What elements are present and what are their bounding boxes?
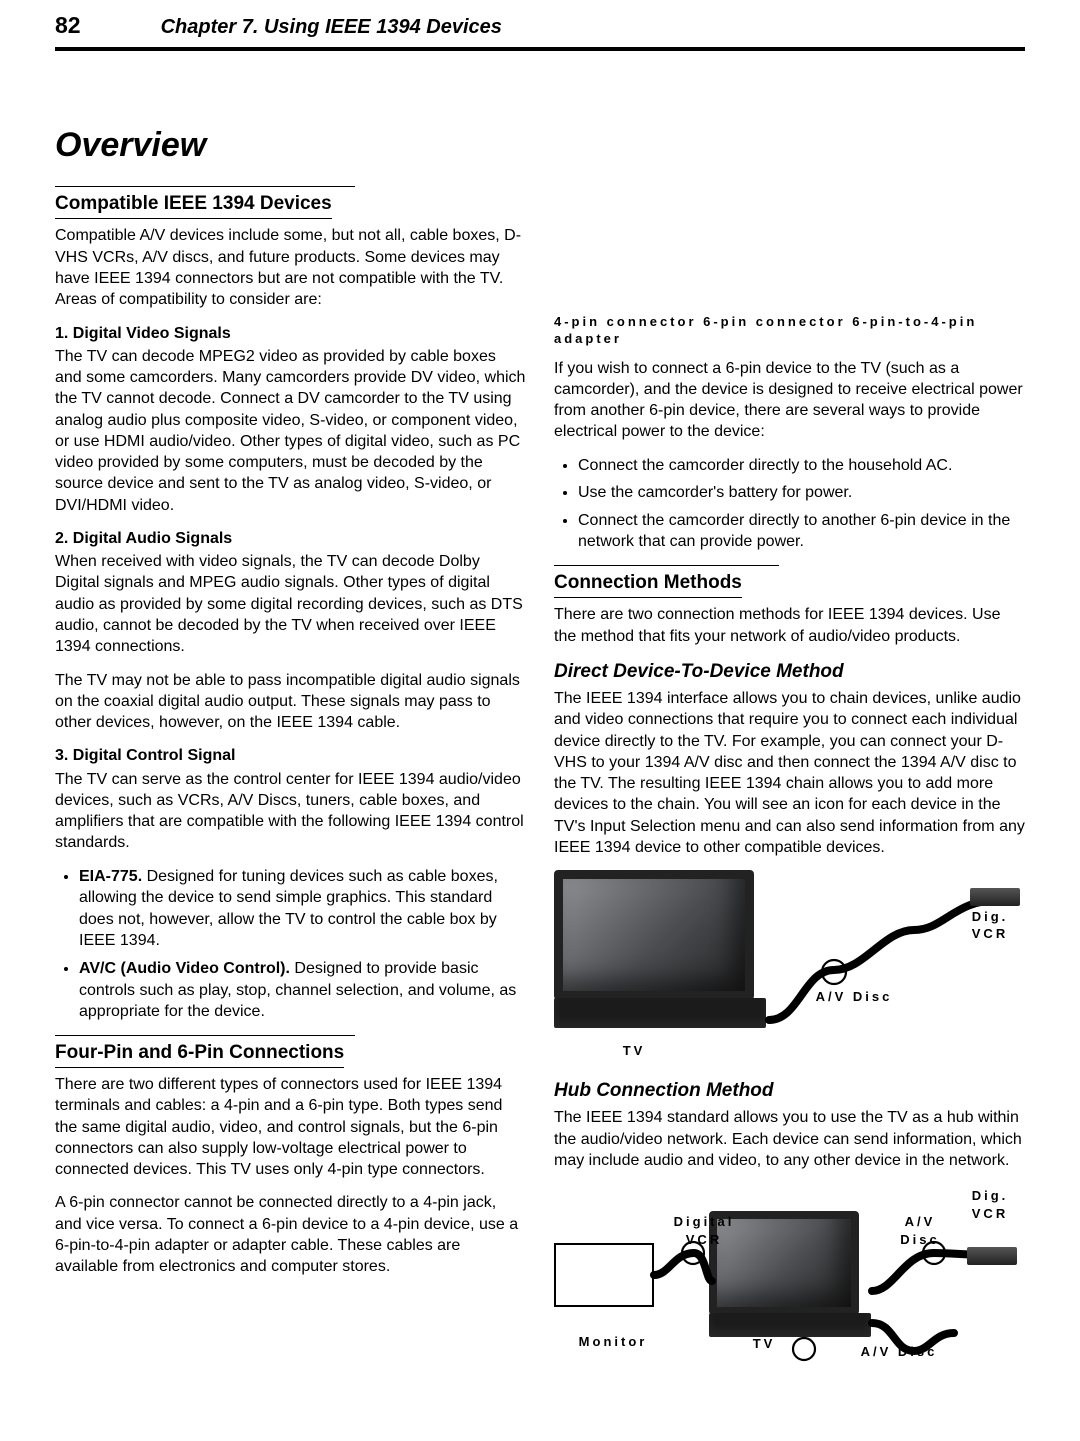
eia-text: Designed for tuning devices such as cabl… [79, 868, 498, 950]
digital-video-paragraph: The TV can decode MPEG2 video as provide… [55, 346, 526, 516]
chapter-title: Chapter 7. Using IEEE 1394 Devices [161, 16, 502, 39]
cable-path-icon [554, 870, 1024, 1050]
digital-vcr-label: Digital VCR [649, 1213, 759, 1248]
power-option-battery: Use the camcorder's battery for power. [578, 482, 1025, 504]
digital-video-heading: 1. Digital Video Signals [55, 323, 526, 344]
connection-methods-heading: Connection Methods [554, 570, 742, 598]
hub-avdisc-label: A/V Disc [834, 1343, 964, 1360]
rule [55, 186, 355, 187]
running-header: 82 Chapter 7. Using IEEE 1394 Devices [55, 0, 1025, 51]
rule [554, 565, 779, 566]
hub-method-diagram: Monitor Digital VCR TV A/V Disc A/V Disc… [554, 1183, 1025, 1363]
rule [55, 1035, 355, 1036]
pins-paragraph-2: A 6-pin connector cannot be connected di… [55, 1192, 526, 1277]
connector-caption: 4-pin connector 6-pin connector 6-pin-to… [554, 313, 1025, 348]
dig-vcr-icon [970, 888, 1020, 906]
control-standards-list: EIA-775. Designed for tuning devices suc… [55, 866, 526, 1023]
right-column: 4-pin connector 6-pin connector 6-pin-to… [554, 123, 1025, 1381]
tv-label: TV [604, 1042, 664, 1059]
monitor-label: Monitor [558, 1333, 668, 1350]
compatible-paragraph: Compatible A/V devices include some, but… [55, 225, 526, 310]
hub-method-paragraph: The IEEE 1394 standard allows you to use… [554, 1107, 1025, 1171]
overview-heading: Overview [55, 123, 526, 168]
avc-label: AV/C (Audio Video Control). [79, 960, 290, 977]
pins-heading: Four-Pin and 6-Pin Connections [55, 1040, 344, 1068]
sixpin-paragraph: If you wish to connect a 6-pin device to… [554, 358, 1025, 443]
direct-method-heading: Direct Device-To-Device Method [554, 659, 1025, 684]
control-standard-eia: EIA-775. Designed for tuning devices suc… [79, 866, 526, 952]
eia-label: EIA-775. [79, 868, 142, 885]
power-options-list: Connect the camcorder directly to the ho… [554, 455, 1025, 553]
digital-control-paragraph: The TV can serve as the control center f… [55, 769, 526, 854]
connection-methods-paragraph: There are two connection methods for IEE… [554, 604, 1025, 647]
digvcr-label: Dig. VCR [955, 908, 1025, 943]
hub-avdisc2-label: A/V Disc [885, 1213, 955, 1248]
avdisc-label: A/V Disc [789, 988, 919, 1005]
digital-audio-paragraph-1: When received with video signals, the TV… [55, 551, 526, 657]
control-standard-avc: AV/C (Audio Video Control). Designed to … [79, 958, 526, 1023]
power-option-ac: Connect the camcorder directly to the ho… [578, 455, 1025, 477]
hub-tv-label: TV [734, 1335, 794, 1352]
digital-audio-heading: 2. Digital Audio Signals [55, 528, 526, 549]
direct-method-paragraph: The IEEE 1394 interface allows you to ch… [554, 688, 1025, 858]
left-column: Overview Compatible IEEE 1394 Devices Co… [55, 123, 526, 1381]
hub-method-heading: Hub Connection Method [554, 1078, 1025, 1103]
connector-figure-placeholder [554, 123, 1025, 313]
pins-paragraph-1: There are two different types of connect… [55, 1074, 526, 1180]
digital-control-heading: 3. Digital Control Signal [55, 745, 526, 766]
direct-method-diagram: TV A/V Disc Dig. VCR [554, 870, 1025, 1060]
power-option-other: Connect the camcorder directly to anothe… [578, 510, 1025, 553]
dig-vcr-icon [967, 1247, 1017, 1265]
digital-audio-paragraph-2: The TV may not be able to pass incompati… [55, 670, 526, 734]
compatible-heading: Compatible IEEE 1394 Devices [55, 191, 332, 219]
page-number: 82 [55, 12, 81, 39]
hub-digvcr2-label: Dig. VCR [955, 1187, 1025, 1222]
